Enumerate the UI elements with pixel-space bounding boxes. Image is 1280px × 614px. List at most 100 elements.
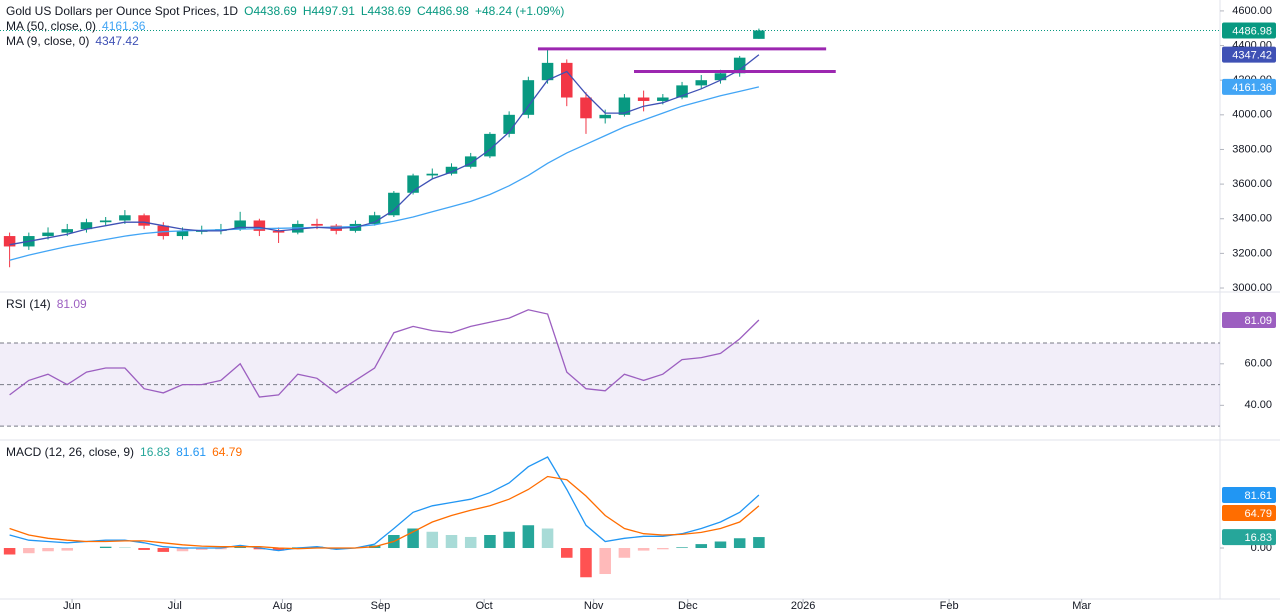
legend-name: MA (9, close, 0) bbox=[6, 34, 90, 48]
histogram-bar bbox=[695, 544, 708, 549]
y-tick-label: 4600.00 bbox=[1232, 5, 1272, 17]
candle-body bbox=[407, 175, 419, 193]
value-badge bbox=[1222, 312, 1276, 329]
ohlc-value: H4497.91 bbox=[302, 4, 355, 18]
histogram-bar bbox=[676, 547, 688, 549]
x-tick-label: Aug bbox=[273, 600, 293, 612]
ohlc-value: L4438.69 bbox=[360, 4, 411, 18]
value-badge-label: 16.83 bbox=[1244, 532, 1272, 544]
legend-title: Gold US Dollars per Ounce Spot Prices, 1… bbox=[6, 4, 239, 18]
legend-row: Gold US Dollars per Ounce Spot Prices, 1… bbox=[6, 4, 570, 19]
legend: Gold US Dollars per Ounce Spot Prices, 1… bbox=[6, 4, 570, 49]
legend: RSI (14) 81.09 bbox=[6, 297, 93, 312]
candle-body bbox=[119, 215, 131, 221]
x-tick-label: Jul bbox=[168, 600, 182, 612]
candle-body bbox=[138, 215, 150, 226]
candle-body bbox=[80, 222, 93, 230]
histogram-bar bbox=[42, 548, 54, 552]
series-line bbox=[9, 475, 760, 550]
y-tick-label: 3400.00 bbox=[1232, 213, 1272, 225]
candle-body bbox=[657, 97, 669, 101]
value-badge-label: 81.61 bbox=[1244, 490, 1272, 502]
candle-body bbox=[637, 97, 650, 101]
ohlc-value: C4486.98 bbox=[416, 4, 469, 18]
histogram-bar bbox=[195, 548, 208, 550]
candle-body bbox=[580, 97, 592, 119]
x-tick-label: Nov bbox=[584, 600, 604, 612]
value-badge bbox=[1222, 46, 1276, 63]
candle-body bbox=[157, 225, 170, 237]
histogram-bar bbox=[234, 546, 246, 549]
candle-body bbox=[311, 223, 323, 226]
candle-body bbox=[426, 173, 439, 176]
change-value: +48.24 (+1.09%) bbox=[474, 4, 565, 18]
value-badge bbox=[1222, 22, 1276, 39]
y-tick-label: 3600.00 bbox=[1232, 178, 1272, 190]
x-tick-label: Oct bbox=[476, 600, 493, 612]
legend-value: 81.61 bbox=[176, 445, 207, 459]
candle-body bbox=[618, 97, 631, 115]
legend-row: RSI (14) 81.09 bbox=[6, 297, 93, 312]
histogram-bar bbox=[733, 538, 746, 549]
value-badge-label: 64.79 bbox=[1244, 508, 1272, 520]
histogram-bar bbox=[157, 548, 170, 552]
candle-body bbox=[753, 30, 765, 39]
candle-body bbox=[714, 73, 727, 81]
y-tick-label: 3800.00 bbox=[1232, 143, 1272, 155]
ohlc-value: O4438.69 bbox=[244, 4, 297, 18]
histogram-bar bbox=[484, 535, 496, 549]
candle-body bbox=[733, 57, 746, 74]
value-badge-label: 4161.36 bbox=[1232, 82, 1272, 94]
y-tick-label: 3000.00 bbox=[1232, 282, 1272, 294]
histogram-bar bbox=[3, 548, 16, 555]
legend-title: RSI (14) bbox=[6, 297, 51, 311]
value-badge bbox=[1222, 78, 1276, 95]
candle-body bbox=[464, 156, 477, 167]
candle-body bbox=[522, 80, 535, 115]
x-tick-label: 2026 bbox=[791, 600, 815, 612]
histogram-bar bbox=[99, 546, 112, 549]
histogram-bar bbox=[445, 535, 458, 549]
legend: MACD (12, 26, close, 9) 16.83 81.61 64.79 bbox=[6, 445, 248, 460]
histogram-bar bbox=[503, 531, 515, 549]
histogram-bar bbox=[753, 537, 765, 549]
legend-row: MA (50, close, 0) 4161.36 bbox=[6, 19, 570, 34]
histogram-bar bbox=[272, 548, 285, 551]
histogram-bar bbox=[599, 548, 611, 575]
legend-value: 64.79 bbox=[212, 445, 243, 459]
candle-body bbox=[445, 166, 458, 174]
candle-body bbox=[503, 114, 515, 134]
x-tick-label: Dec bbox=[678, 600, 698, 612]
x-tick-label: Jun bbox=[63, 600, 81, 612]
legend-value: 16.83 bbox=[140, 445, 171, 459]
y-tick-label: 4000.00 bbox=[1232, 109, 1272, 121]
series-line bbox=[9, 456, 760, 552]
x-tick-label: Feb bbox=[940, 600, 959, 612]
candle-body bbox=[368, 215, 381, 224]
series-line bbox=[9, 309, 760, 398]
candle-body bbox=[61, 229, 74, 233]
histogram-bar bbox=[580, 548, 592, 578]
candle-body bbox=[541, 62, 554, 81]
legend-name: MA (50, close, 0) bbox=[6, 19, 97, 33]
value-badge-label: 4486.98 bbox=[1232, 25, 1272, 37]
y-tick-label: 3200.00 bbox=[1232, 247, 1272, 259]
series-line bbox=[9, 86, 760, 261]
y-tick-label: 40.00 bbox=[1244, 399, 1272, 411]
histogram-bar bbox=[61, 548, 74, 551]
legend-row: MACD (12, 26, close, 9) 16.83 81.61 64.79 bbox=[6, 445, 248, 460]
histogram-bar bbox=[561, 548, 573, 558]
histogram-bar bbox=[464, 536, 477, 549]
histogram-bar bbox=[176, 548, 189, 552]
candle-body bbox=[176, 230, 189, 237]
value-badge bbox=[1222, 486, 1276, 503]
candle-body bbox=[695, 80, 708, 86]
candle-body bbox=[42, 232, 54, 237]
x-tick-label: Mar bbox=[1072, 600, 1091, 612]
candle-body bbox=[676, 85, 688, 98]
legend-value: 4347.42 bbox=[95, 34, 139, 48]
candle-body bbox=[253, 220, 266, 231]
legend-row: MA (9, close, 0) 4347.42 bbox=[6, 34, 570, 49]
value-badge-label: 4347.42 bbox=[1232, 50, 1272, 62]
